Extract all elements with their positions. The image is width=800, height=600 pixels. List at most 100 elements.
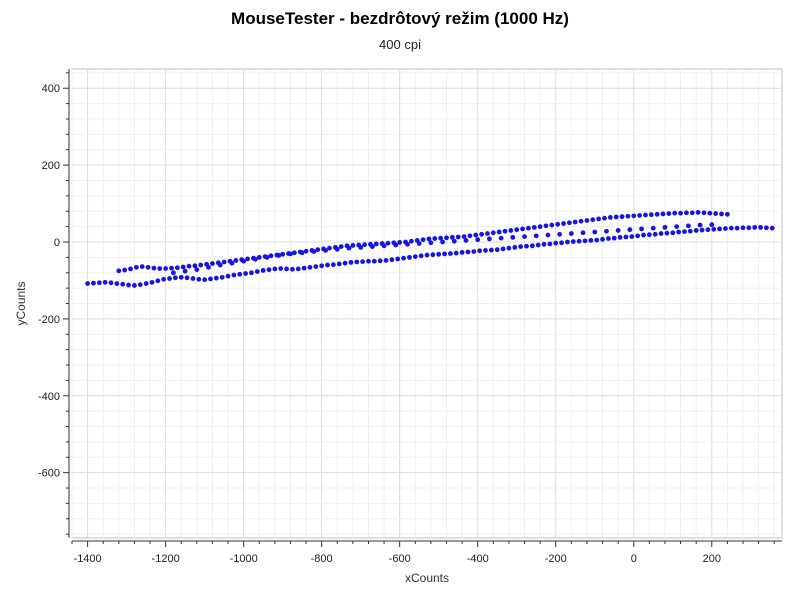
data-point — [122, 267, 128, 273]
data-point — [85, 281, 91, 286]
data-point — [568, 231, 574, 236]
data-point — [639, 226, 644, 232]
data-point — [565, 239, 570, 245]
data-point — [126, 282, 131, 288]
data-point — [678, 210, 683, 216]
data-point — [557, 231, 563, 237]
data-point — [646, 232, 652, 238]
data-point — [233, 258, 239, 263]
data-point — [455, 234, 461, 240]
data-point — [139, 264, 145, 269]
data-point — [687, 228, 693, 234]
data-point — [149, 279, 155, 285]
data-point — [407, 254, 412, 260]
data-point — [405, 241, 410, 247]
data-point — [418, 253, 424, 259]
data-point — [385, 240, 391, 246]
y-tick-label: 200 — [42, 160, 60, 172]
data-point — [194, 267, 200, 273]
data-point — [695, 209, 701, 215]
data-point — [728, 225, 734, 231]
data-point — [221, 259, 227, 265]
data-point — [724, 211, 730, 217]
data-point — [362, 242, 367, 248]
data-point — [268, 253, 274, 259]
data-point — [572, 219, 578, 225]
data-point — [488, 247, 494, 253]
data-point — [664, 230, 670, 236]
chart-title: MouseTester - bezdrôtový režim (1000 Hz) — [231, 9, 569, 28]
data-point — [672, 210, 678, 216]
data-point — [303, 248, 309, 254]
data-point — [543, 223, 549, 229]
data-point — [592, 229, 598, 235]
data-point — [555, 221, 561, 227]
data-point — [494, 247, 500, 253]
data-point — [295, 266, 301, 272]
data-point — [670, 230, 676, 236]
data-point — [325, 262, 330, 268]
data-point — [416, 241, 422, 246]
data-point — [393, 242, 399, 248]
data-point — [290, 266, 295, 272]
data-point — [707, 210, 713, 216]
data-point — [685, 223, 691, 229]
data-point — [432, 236, 438, 241]
data-point — [323, 248, 328, 253]
data-point — [163, 266, 169, 271]
data-point — [254, 269, 260, 274]
data-point — [137, 282, 143, 288]
data-point — [479, 231, 485, 237]
data-point — [108, 280, 114, 286]
data-point — [584, 218, 590, 223]
data-point — [487, 236, 492, 242]
data-point — [461, 234, 467, 240]
data-point — [278, 266, 284, 271]
data-point — [693, 228, 699, 233]
data-point — [377, 258, 383, 264]
data-point — [231, 272, 237, 278]
data-point — [758, 224, 763, 230]
data-point — [327, 245, 332, 251]
data-point — [654, 211, 660, 217]
data-point — [674, 224, 680, 230]
data-point — [641, 232, 646, 238]
data-point — [522, 234, 527, 240]
data-point — [520, 226, 525, 232]
data-point — [590, 217, 596, 223]
data-point — [652, 231, 658, 237]
data-point — [650, 225, 656, 231]
x-tick-label: 200 — [703, 553, 721, 565]
data-point — [243, 271, 248, 276]
data-point — [676, 229, 682, 235]
data-point — [307, 264, 313, 270]
data-point — [389, 257, 395, 263]
data-point — [459, 249, 465, 255]
data-point — [576, 238, 582, 244]
data-point — [319, 263, 325, 269]
data-point — [330, 262, 336, 268]
data-point — [358, 244, 364, 250]
data-point — [606, 236, 611, 241]
data-point — [217, 262, 223, 268]
data-point — [171, 270, 176, 276]
data-point — [600, 236, 605, 242]
data-point — [210, 261, 215, 266]
data-point — [578, 218, 584, 224]
data-point — [120, 281, 126, 287]
data-point — [535, 242, 541, 248]
data-point — [531, 224, 537, 230]
data-point — [373, 241, 379, 247]
data-point — [596, 216, 602, 222]
data-point — [397, 239, 403, 245]
data-point — [272, 266, 278, 272]
data-point — [383, 258, 389, 263]
data-points — [85, 209, 775, 288]
data-point — [174, 265, 180, 271]
data-point — [734, 225, 740, 231]
data-point — [502, 228, 508, 234]
data-point — [498, 235, 504, 241]
data-point — [533, 233, 539, 239]
data-point — [448, 251, 453, 256]
